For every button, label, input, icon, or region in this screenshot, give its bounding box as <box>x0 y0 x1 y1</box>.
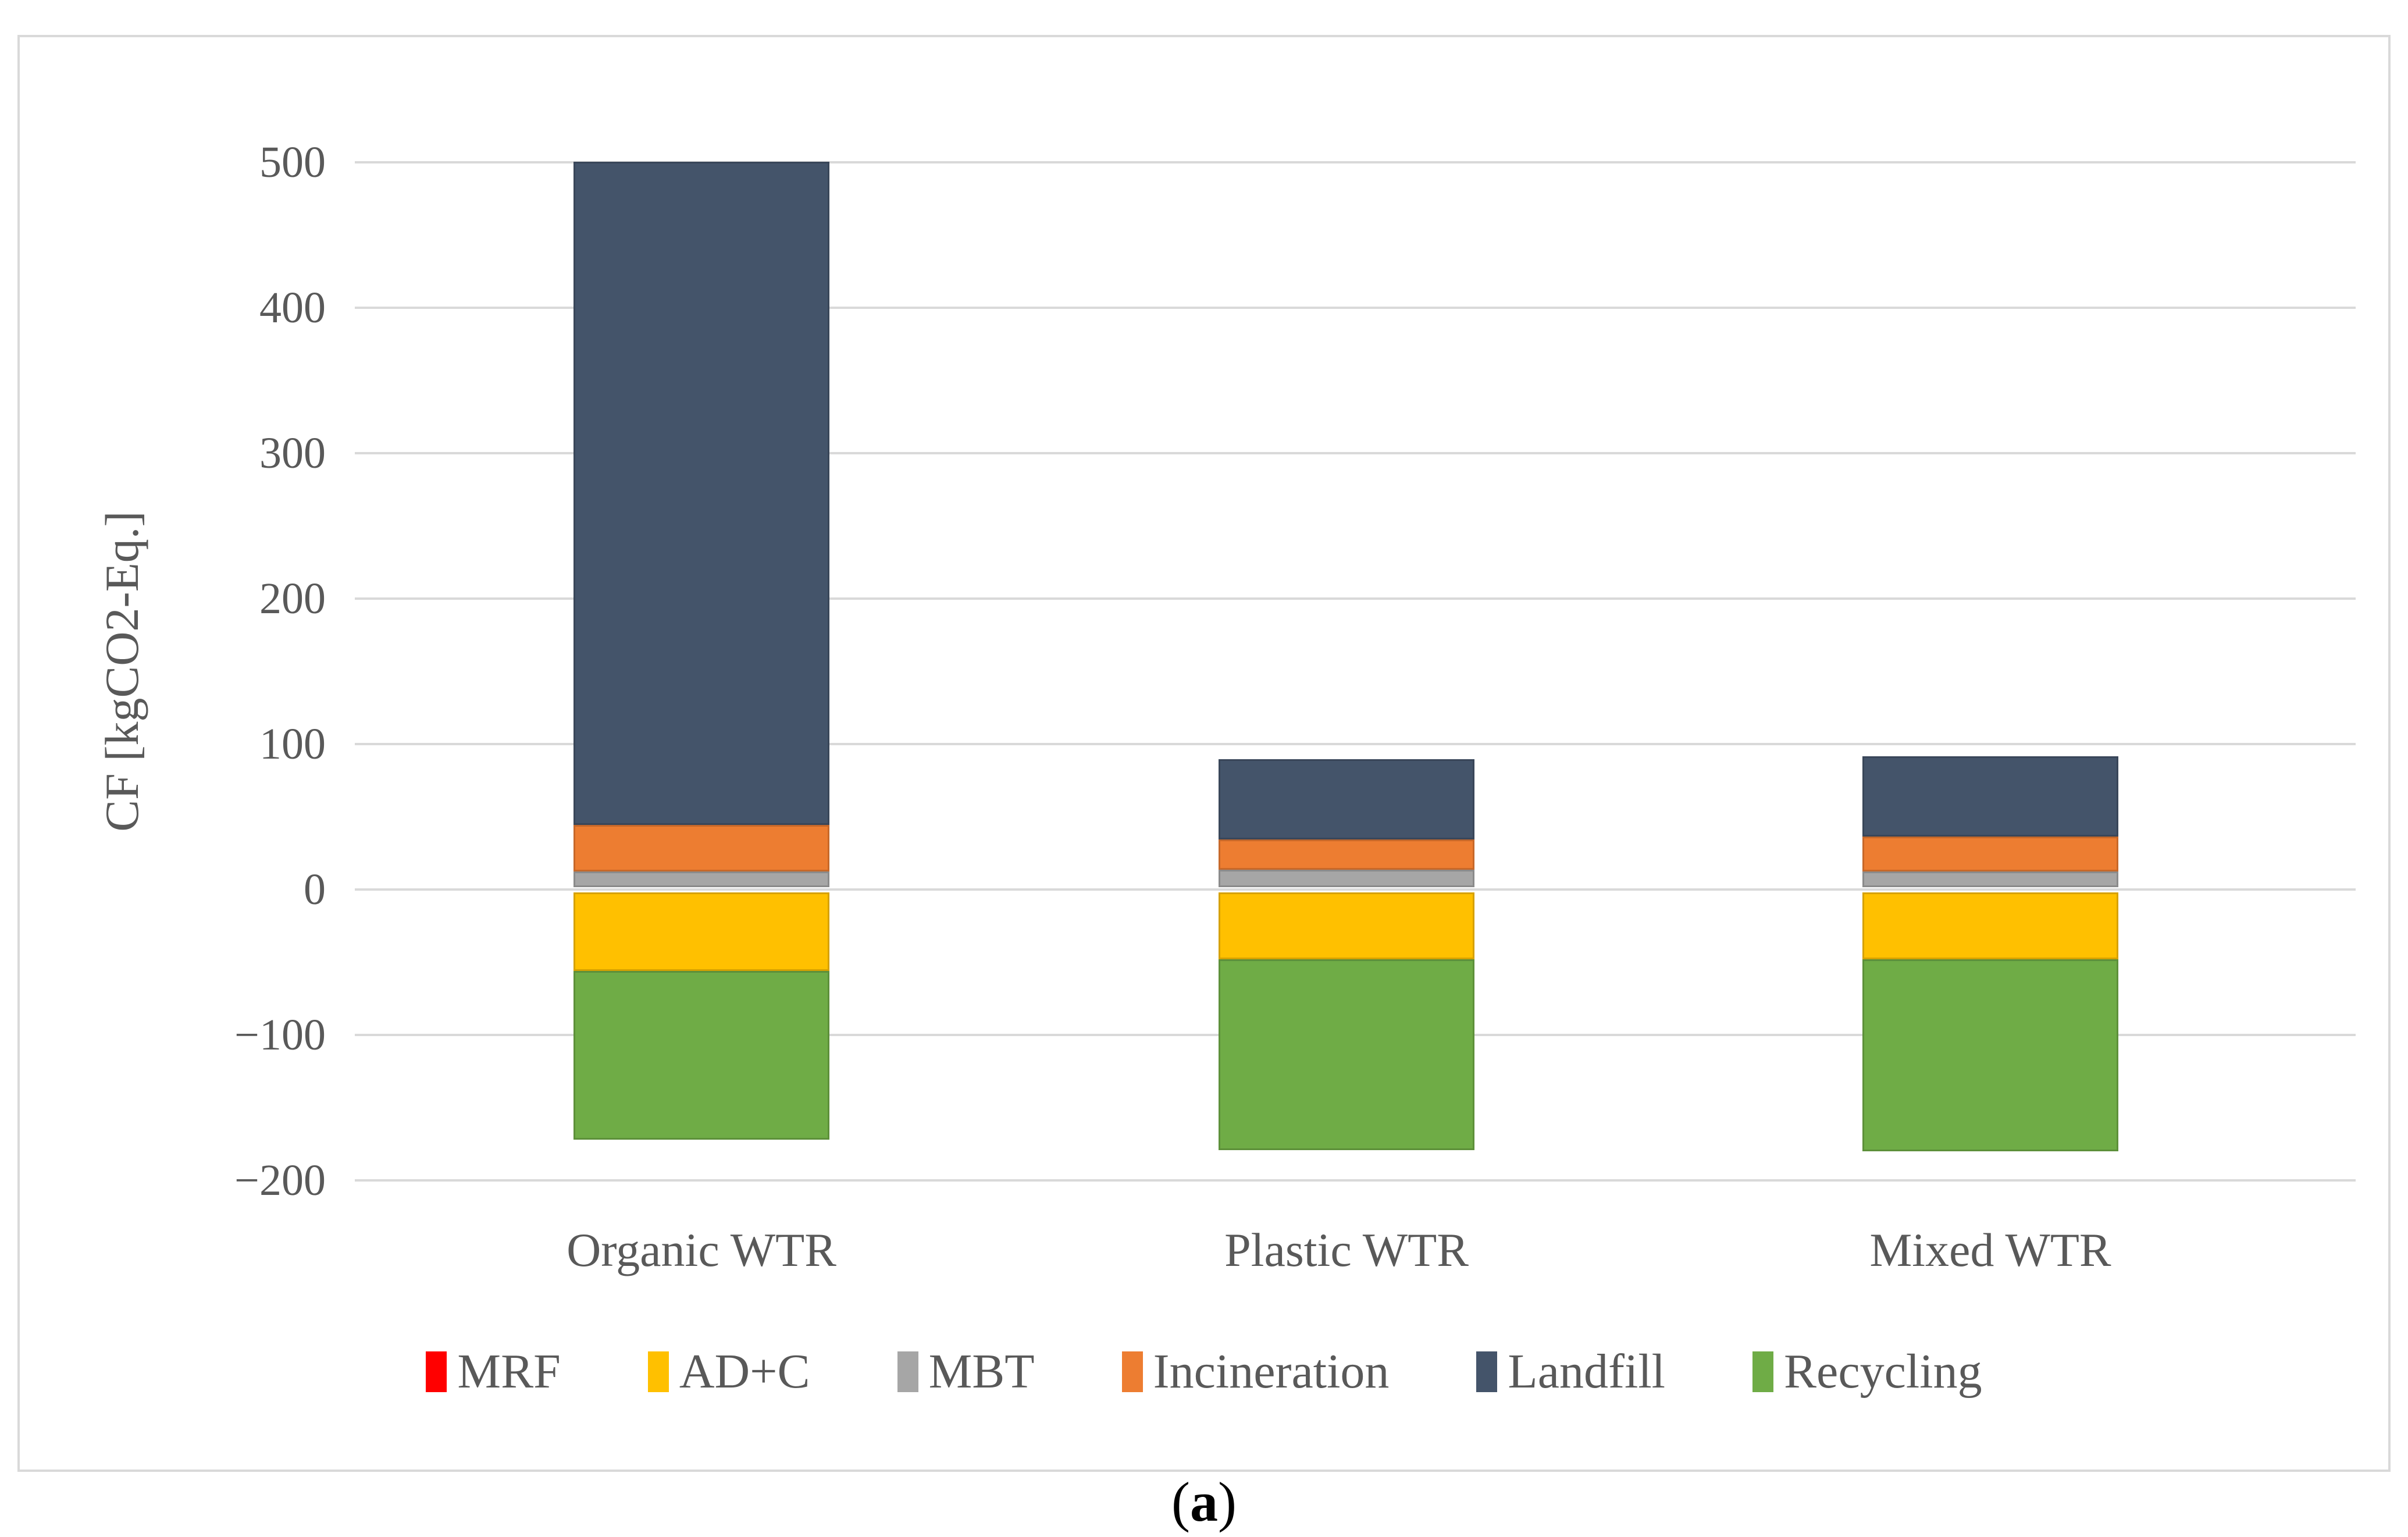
gridline-200 <box>355 597 2356 600</box>
bar-segment-incineration-organic-wtr <box>573 824 829 871</box>
legend-item-landfill: Landfill <box>1476 1347 1665 1396</box>
caption-letter: a <box>1190 1471 1218 1533</box>
gridline--200 <box>355 1179 2356 1182</box>
bar-segment-ad-c-plastic-wtr <box>1219 892 1474 959</box>
legend-item-mbt: MBT <box>897 1347 1035 1396</box>
bar-segment-recycling-mixed-wtr <box>1862 959 2118 1151</box>
legend-item-mrf: MRF <box>426 1344 561 1399</box>
bar-segment-recycling-plastic-wtr <box>1219 959 1474 1150</box>
y-tick-label-200: 200 <box>259 574 326 623</box>
x-category-label-mixed-wtr: Mixed WTR <box>1869 1223 2111 1276</box>
bar-segment-mbt-mixed-wtr <box>1862 871 2118 887</box>
legend-item-incineration: Incineration <box>1121 1344 1390 1399</box>
legend-label: AD+C <box>679 1344 810 1399</box>
chart-legend: MRF AD+C MBT Incineration Landfill Recycling <box>0 1347 2408 1396</box>
y-tick-label-300: 300 <box>259 429 326 478</box>
y-tick-label-0: 0 <box>304 865 326 914</box>
legend-swatch-icon <box>897 1351 918 1392</box>
legend-swatch-icon <box>1476 1351 1498 1392</box>
legend-label: Landfill <box>1508 1344 1666 1399</box>
caption-close-paren: ) <box>1218 1471 1237 1533</box>
legend-swatch-icon <box>1121 1351 1143 1392</box>
gridline-500 <box>355 161 2356 163</box>
bar-segment-mbt-plastic-wtr <box>1219 870 1474 887</box>
y-axis-title: CF [kgCO2-Eq.] <box>95 511 148 832</box>
bar-segment-landfill-plastic-wtr <box>1219 759 1474 839</box>
legend-label: MRF <box>457 1344 561 1399</box>
legend-label: Recycling <box>1784 1344 1982 1399</box>
bar-segment-incineration-plastic-wtr <box>1219 839 1474 870</box>
bar-segment-landfill-mixed-wtr <box>1862 756 2118 837</box>
gridline-0 <box>355 888 2356 891</box>
bar-segment-landfill-organic-wtr <box>573 161 829 825</box>
legend-label: MBT <box>928 1344 1035 1399</box>
y-tick-label--100: −100 <box>234 1011 326 1059</box>
y-tick-label--200: −200 <box>234 1156 326 1205</box>
y-tick-label-100: 100 <box>259 720 326 768</box>
bar-segment-incineration-mixed-wtr <box>1862 836 2118 871</box>
x-category-label-plastic-wtr: Plastic WTR <box>1224 1223 1469 1276</box>
gridline-300 <box>355 452 2356 454</box>
caption-open-paren: ( <box>1171 1471 1190 1533</box>
legend-item-ad-c: AD+C <box>647 1344 810 1399</box>
y-tick-label-400: 400 <box>259 283 326 332</box>
legend-label: Incineration <box>1153 1344 1390 1399</box>
x-category-label-organic-wtr: Organic WTR <box>567 1223 836 1276</box>
legend-item-recycling: Recycling <box>1752 1347 1982 1396</box>
legend-swatch-icon <box>426 1351 447 1392</box>
bar-segment-mbt-organic-wtr <box>573 871 829 887</box>
bar-segment-ad-c-organic-wtr <box>573 892 829 971</box>
bar-segment-recycling-organic-wtr <box>573 971 829 1140</box>
legend-swatch-icon <box>1752 1351 1774 1392</box>
figure-caption: (a) <box>0 1474 2408 1530</box>
bar-segment-ad-c-mixed-wtr <box>1862 892 2118 959</box>
chart-plot-border <box>17 35 2391 1472</box>
legend-swatch-icon <box>647 1351 669 1392</box>
gridline-400 <box>355 307 2356 309</box>
gridline-100 <box>355 743 2356 745</box>
y-tick-label-500: 500 <box>259 138 326 187</box>
